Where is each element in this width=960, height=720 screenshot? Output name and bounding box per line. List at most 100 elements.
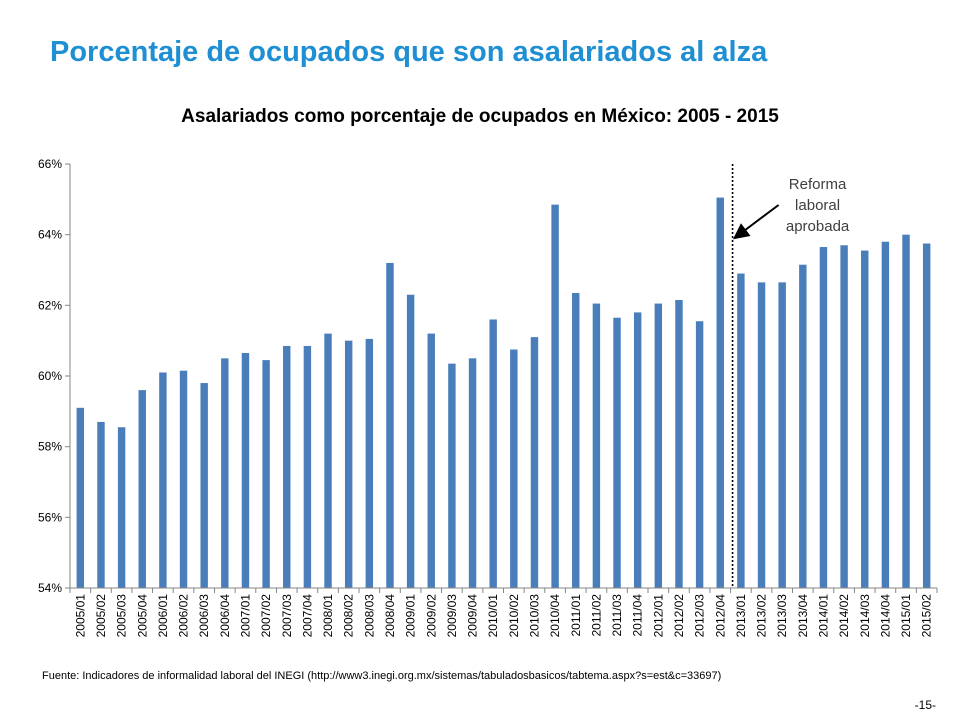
y-axis: 54% 56% 58% 60% 62% 64% 66% [38, 157, 71, 595]
bar-2005-04 [138, 390, 146, 588]
slide-title: Porcentaje de ocupados que son asalariad… [50, 36, 768, 68]
bar-2009-03 [448, 363, 456, 588]
bar-2014-03 [861, 250, 869, 588]
x-tick-label: 2015/02 [920, 594, 934, 638]
x-tick-label: 2010/02 [507, 594, 521, 638]
bar-2014-04 [881, 241, 890, 589]
bars [76, 197, 931, 589]
source-note: Fuente: Indicadores de informalidad labo… [42, 670, 722, 682]
bar-2011-03 [613, 317, 621, 588]
x-tick-label: 2008/02 [342, 594, 356, 638]
x-tick-label: 2007/02 [259, 594, 273, 638]
y-tick-label: 58% [38, 440, 62, 454]
bar-2009-01 [406, 294, 415, 588]
reform-arrow [732, 204, 780, 240]
x-tick-label: 2005/03 [115, 594, 129, 638]
x-tick-label: 2007/04 [300, 594, 314, 638]
y-tick-label: 54% [38, 581, 62, 595]
x-tick-label: 2008/03 [362, 594, 376, 638]
x-tick-label: 2010/04 [548, 594, 562, 638]
x-tick-label: 2009/01 [404, 594, 418, 638]
x-tick-label: 2011/04 [631, 594, 645, 637]
x-tick-label: 2015/01 [899, 594, 913, 638]
x-tick-label: 2010/03 [527, 594, 541, 638]
x-tick-label: 2012/02 [672, 594, 686, 638]
x-tick-label: 2006/04 [218, 594, 232, 638]
x-tick-label: 2010/01 [486, 594, 500, 638]
bar-2005-01 [76, 407, 85, 588]
x-tick-label: 2012/01 [651, 594, 665, 638]
bar-2014-02 [840, 245, 848, 588]
bar-2008-02 [344, 340, 353, 588]
x-tick-label: 2005/01 [73, 594, 87, 638]
x-tick-label: 2013/02 [755, 594, 769, 638]
bar-2006-03 [200, 383, 208, 588]
bar-2010-04 [551, 204, 559, 588]
bar-2010-02 [510, 349, 518, 588]
x-tick-label: 2014/02 [837, 594, 851, 638]
bar-2011-04 [633, 312, 642, 588]
x-tick-label: 2005/04 [135, 594, 149, 638]
x-tick-label: 2011/01 [569, 594, 583, 637]
bar-2007-04 [303, 345, 312, 588]
y-tick-label: 56% [38, 510, 62, 524]
x-tick-label: 2008/01 [321, 594, 335, 638]
x-tick-label: 2014/04 [878, 594, 892, 638]
x-tick-label: 2009/04 [466, 594, 480, 638]
bar-2010-03 [530, 337, 539, 588]
x-tick-label: 2012/04 [713, 594, 727, 638]
x-tick-label: 2006/01 [156, 594, 170, 638]
x-tick-label: 2009/02 [424, 594, 438, 638]
bar-2007-01 [241, 353, 250, 588]
x-tick-label: 2006/02 [177, 594, 191, 638]
bar-2005-02 [97, 421, 105, 588]
x-tick-label: 2011/02 [589, 594, 603, 637]
reform-annotation: Reforma laboral aprobada [731, 164, 850, 588]
y-tick-label: 62% [38, 298, 62, 312]
bar-2012-04 [716, 197, 724, 588]
x-tick-label: 2007/03 [280, 594, 294, 638]
bar-2007-03 [283, 345, 291, 588]
bar-2012-01 [654, 303, 663, 588]
x-tick-label: 2014/03 [858, 594, 872, 638]
reform-label-line: aprobada [786, 218, 850, 235]
bar-2008-04 [386, 262, 394, 588]
x-tick-label: 2012/03 [693, 594, 707, 638]
bar-2009-02 [427, 333, 435, 588]
x-tick-label: 2011/03 [610, 594, 624, 637]
x-tick-label: 2013/01 [734, 594, 748, 638]
bar-2011-02 [592, 303, 601, 588]
x-tick-label: 2009/03 [445, 594, 459, 638]
y-tick-label: 60% [38, 369, 62, 383]
x-tick-label: 2013/03 [775, 594, 789, 638]
x-axis: 2005/01 2005/02 2005/03 2005/04 2006/01 2006/… [69, 587, 938, 638]
x-tick-label: 2013/04 [796, 594, 810, 638]
x-tick-label: 2008/04 [383, 594, 397, 638]
bar-2006-04 [221, 358, 229, 588]
bar-2005-03 [117, 427, 126, 588]
bar-2007-02 [262, 360, 270, 588]
bar-2013-02 [757, 282, 766, 588]
x-tick-label: 2006/03 [197, 594, 211, 638]
bar-2009-04 [468, 358, 477, 588]
page-number: -15- [914, 698, 936, 712]
bar-2006-01 [159, 372, 167, 588]
bar-2008-03 [365, 338, 374, 588]
x-tick-label: 2014/01 [816, 594, 830, 638]
bar-2011-01 [572, 292, 580, 588]
bar-2015-02 [922, 243, 931, 588]
bar-2010-01 [489, 319, 497, 588]
bar-2015-01 [902, 234, 910, 589]
bar-2014-01 [819, 247, 828, 588]
x-tick-label: 2005/02 [94, 594, 108, 638]
bar-2012-03 [695, 321, 704, 588]
chart-title: Asalariados como porcentaje de ocupados … [181, 106, 779, 127]
bar-2013-03 [778, 282, 786, 588]
reform-label-line: laboral [795, 197, 840, 214]
bar-2013-01 [737, 273, 745, 588]
bar-2013-04 [799, 264, 807, 588]
reform-label-line: Reforma [789, 176, 847, 193]
y-tick-label: 64% [38, 228, 62, 242]
bar-2012-02 [675, 300, 683, 588]
